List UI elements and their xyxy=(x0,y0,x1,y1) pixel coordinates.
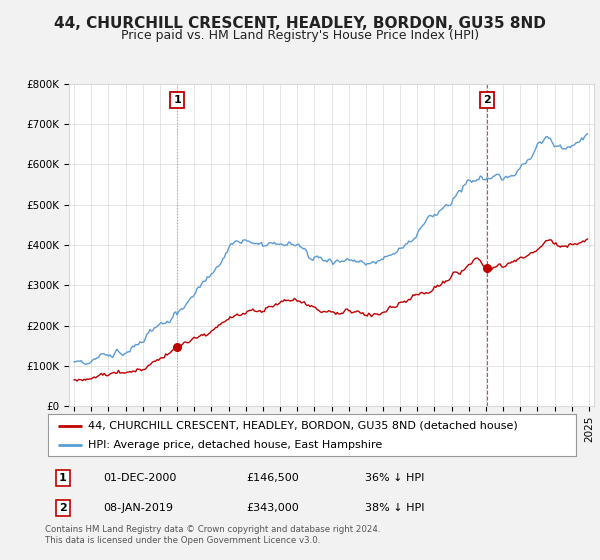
Text: 01-DEC-2000: 01-DEC-2000 xyxy=(103,473,177,483)
Text: £343,000: £343,000 xyxy=(246,503,299,513)
Text: 2: 2 xyxy=(59,503,67,513)
Text: 1: 1 xyxy=(59,473,67,483)
Text: 1: 1 xyxy=(173,95,181,105)
Text: 36% ↓ HPI: 36% ↓ HPI xyxy=(365,473,424,483)
Text: Contains HM Land Registry data © Crown copyright and database right 2024.
This d: Contains HM Land Registry data © Crown c… xyxy=(45,525,380,545)
Text: 08-JAN-2019: 08-JAN-2019 xyxy=(103,503,173,513)
Text: Price paid vs. HM Land Registry's House Price Index (HPI): Price paid vs. HM Land Registry's House … xyxy=(121,29,479,42)
Text: 44, CHURCHILL CRESCENT, HEADLEY, BORDON, GU35 8ND (detached house): 44, CHURCHILL CRESCENT, HEADLEY, BORDON,… xyxy=(88,421,517,431)
Text: 38% ↓ HPI: 38% ↓ HPI xyxy=(365,503,424,513)
Text: 2: 2 xyxy=(483,95,491,105)
Text: 44, CHURCHILL CRESCENT, HEADLEY, BORDON, GU35 8ND: 44, CHURCHILL CRESCENT, HEADLEY, BORDON,… xyxy=(54,16,546,31)
Text: £146,500: £146,500 xyxy=(246,473,299,483)
Text: HPI: Average price, detached house, East Hampshire: HPI: Average price, detached house, East… xyxy=(88,440,382,450)
